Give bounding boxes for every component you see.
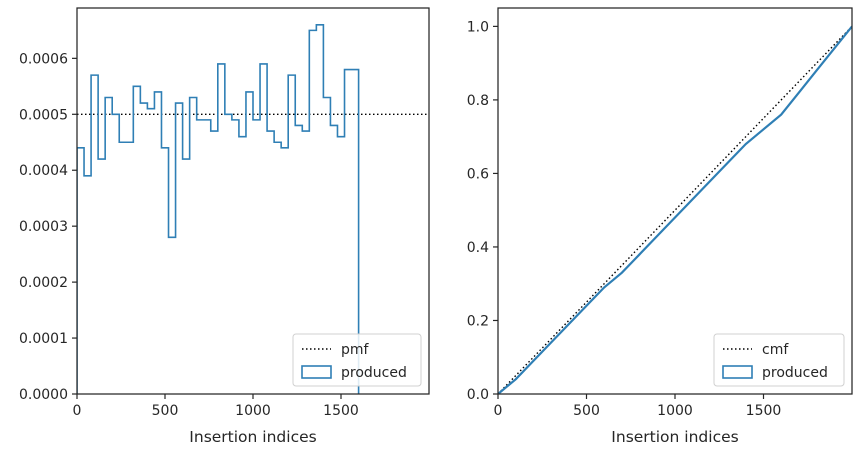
y-tick-label: 0.0 xyxy=(467,387,489,403)
y-tick-label: 0.8 xyxy=(467,93,489,109)
y-tick-label: 0.0004 xyxy=(19,163,68,179)
y-tick-label: 0.0000 xyxy=(19,387,68,403)
x-tick-label: 500 xyxy=(152,403,179,419)
plot-area xyxy=(498,25,852,394)
x-axis-label: Insertion indices xyxy=(189,428,316,446)
cmf-chart: 0 500 1000 1500 0.0 0.2 0.4 0.6 0.8 1.0 Insertion … xyxy=(467,7,853,446)
legend: pmf produced xyxy=(292,333,422,387)
y-tick-label: 0.4 xyxy=(467,240,489,256)
y-tick-label: 0.0001 xyxy=(19,331,68,347)
x-axis-label: Insertion indices xyxy=(611,428,738,446)
legend-swatch-produced xyxy=(301,365,332,379)
legend-box xyxy=(292,333,422,387)
x-tick-label: 1000 xyxy=(657,403,693,419)
y-tick-label: 1.0 xyxy=(467,19,489,35)
legend-label-produced: produced xyxy=(762,365,828,381)
x-tick-label: 1500 xyxy=(323,403,359,419)
pmf-chart: 0 500 1000 1500 0.0000 0.0001 0.0002 0.0003 0.00… xyxy=(19,7,430,446)
x-tick-label: 0 xyxy=(73,403,82,419)
series-cmf-line xyxy=(498,25,852,394)
series-produced-step xyxy=(77,23,360,394)
y-tick-label: 0.6 xyxy=(467,166,489,182)
legend: cmf produced xyxy=(713,333,845,387)
x-tick-label: 1000 xyxy=(235,403,271,419)
legend-label-cmf: cmf xyxy=(762,342,789,358)
y-tick-label: 0.2 xyxy=(467,313,489,329)
y-tick-label: 0.0006 xyxy=(19,51,68,67)
legend-label-produced: produced xyxy=(341,365,407,381)
y-tick-label: 0.0003 xyxy=(19,219,68,235)
legend-box xyxy=(713,333,845,387)
plot-area xyxy=(77,23,429,394)
y-tick-label: 0.0002 xyxy=(19,275,68,291)
x-tick-label: 500 xyxy=(573,403,600,419)
legend-label-pmf: pmf xyxy=(341,342,370,358)
y-tick-label: 0.0005 xyxy=(19,107,68,123)
x-tick-label: 0 xyxy=(494,403,503,419)
x-tick-label: 1500 xyxy=(746,403,782,419)
legend-swatch-produced xyxy=(722,365,753,379)
series-produced-line xyxy=(498,25,852,394)
